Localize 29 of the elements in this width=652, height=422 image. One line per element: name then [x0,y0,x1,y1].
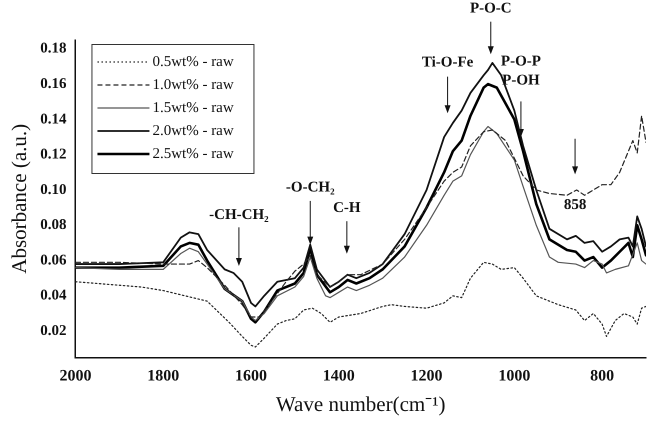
legend-label: 0.5wt% - raw [152,54,234,70]
text: P-O-C [470,0,512,16]
annotation: -O-CH₂ [286,180,336,196]
y-tick-label: 0.04 [40,288,67,304]
y-tick-label: 0.14 [40,111,67,128]
y-tick-label: 0.08 [40,217,66,234]
x-axis-title: Wave number(cm⁻¹) [276,392,446,416]
x-tick-label: 1800 [147,367,180,384]
legend-label: 1.5wt% - raw [152,100,234,116]
y-tick-label: 0.02 [40,323,66,340]
y-tick-label: 0.18 [40,40,66,57]
legend-label: 2.5wt% - raw [152,146,234,162]
y-tick-label: 0.06 [40,252,67,268]
y-tick-label: 0.16 [40,76,67,92]
x-tick-label: 800 [590,367,614,384]
x-tick-label: 1000 [498,367,530,384]
x-tick-label: 1400 [322,367,355,384]
annotation: 858 [564,196,586,213]
x-tick-label: 1600 [235,367,268,384]
y-tick-label: 0.10 [40,182,66,198]
legend-label: 2.0wt% - raw [152,122,234,139]
annotation: Ti-O-Fe [422,54,474,70]
x-tick-label: 2000 [59,367,92,384]
annotation: -CH-CH₂ [209,206,270,223]
y-axis-title: Absorbance (a.u.) [7,124,32,274]
legend-label: 1.0wt% - raw [152,76,234,93]
x-tick-label: 1200 [410,367,443,384]
y-tick-label: 0.12 [40,146,66,163]
annotation: C-H [333,200,361,216]
